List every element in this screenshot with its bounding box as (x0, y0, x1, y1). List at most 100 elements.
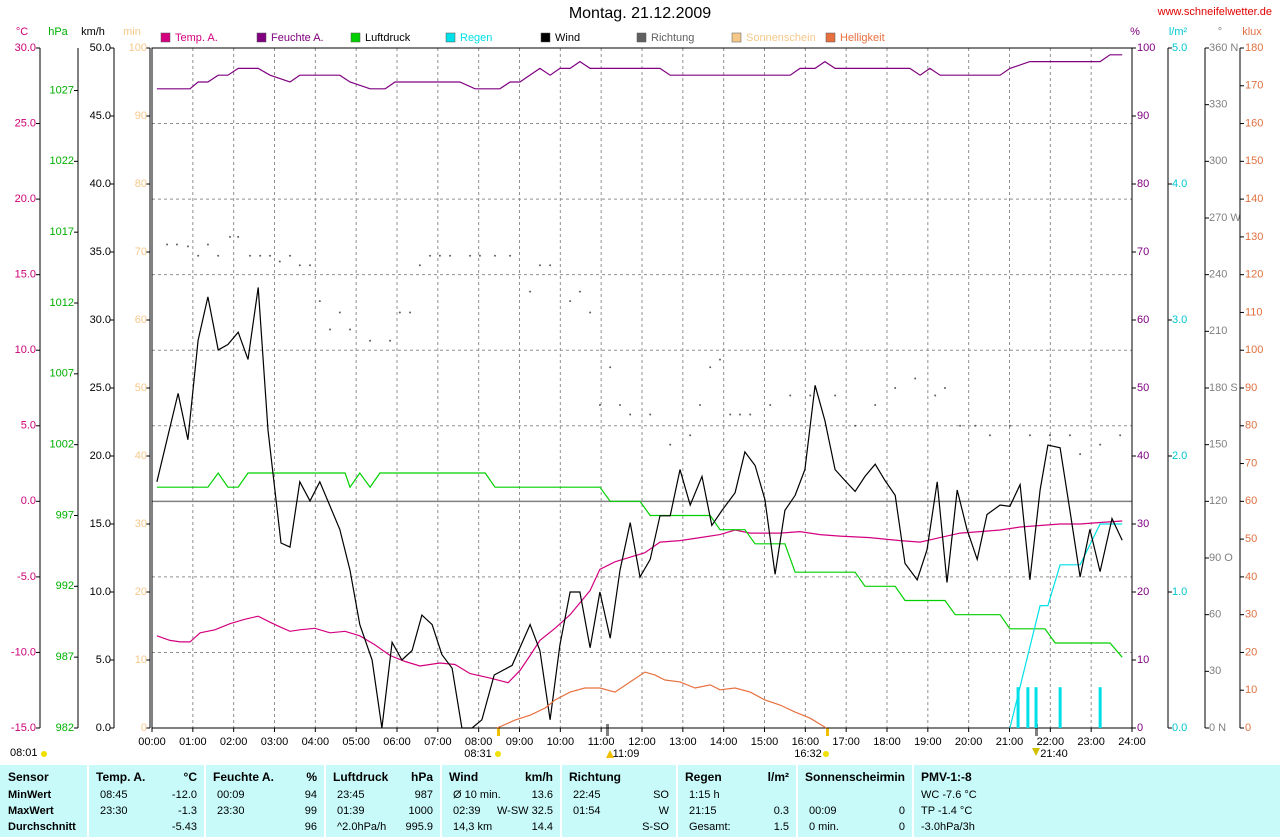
direction-dot (749, 413, 752, 416)
axis-tick-label: 992 (56, 580, 74, 592)
cell-right: W-SW 32.5 (497, 805, 553, 817)
axis-tick-label: 90 (1245, 382, 1257, 394)
axis-tick-label: 0.0 (21, 495, 36, 507)
x-tick-label: 23:00 (1077, 736, 1105, 748)
axis-tick-label: 110 (1245, 306, 1263, 318)
axis-tick-label: 80 (1245, 420, 1257, 432)
direction-dot (249, 254, 251, 257)
axis-tick-label: 30.0 (15, 42, 36, 54)
axis-tick-label: 60 (135, 314, 147, 326)
rain-bar (1016, 687, 1020, 728)
axis-tick-label: 35.0 (90, 246, 111, 258)
cell-left: 00:09 (217, 789, 245, 801)
axis-tick-label: 120 (1209, 495, 1227, 507)
header-name: PMV-1:-8 (921, 770, 972, 784)
cell-left: WC -7.6 °C (921, 789, 977, 801)
axis-tick-label: 1022 (50, 155, 74, 167)
axis-tick-label: 100 (1137, 42, 1155, 54)
axis-tick-label: 20 (1245, 646, 1257, 658)
cell-right: 1000 (409, 805, 433, 817)
x-tick-label: 03:00 (261, 736, 289, 748)
direction-dot (1068, 434, 1071, 437)
direction-dot (943, 387, 946, 389)
direction-dot (349, 328, 352, 331)
direction-dot (854, 424, 857, 427)
row-label: Durchschnitt (8, 821, 76, 833)
cell-left: 0 min. (809, 821, 839, 833)
direction-dot (278, 260, 281, 263)
axis-tick-label: 70 (135, 246, 147, 258)
direction-dot (809, 394, 812, 397)
x-tick-label: 12:00 (628, 736, 656, 748)
axis-tick-label: 987 (56, 651, 74, 663)
axis-tick-label: 10 (135, 654, 147, 666)
direction-dot (509, 254, 512, 257)
axis-tick-label: 0 (141, 722, 147, 734)
axis-tick-label: 15.0 (90, 518, 111, 530)
x-tick-label: 22:00 (1037, 736, 1065, 748)
series-line (496, 671, 827, 729)
sun-event: 11:09 (613, 748, 640, 760)
axis-tick-label: 10 (1137, 654, 1149, 666)
axis-tick-label: 50 (1245, 533, 1257, 545)
direction-dot (1119, 434, 1122, 437)
direction-dot (186, 245, 189, 248)
header-unit: l/m² (768, 770, 789, 784)
axis-tick-label: 50 (135, 382, 147, 394)
x-tick-label: 10:00 (547, 736, 575, 748)
axis-tick-label: 140 (1245, 193, 1263, 205)
axis-tick-label: 20 (135, 586, 147, 598)
legend-label: Wind (555, 32, 580, 44)
cell-right: 0 (899, 821, 905, 833)
rain-bar (1026, 687, 1030, 728)
cell-right: 13.6 (532, 789, 553, 801)
legend-swatch (350, 32, 361, 43)
direction-dot (959, 424, 962, 427)
direction-dot (166, 243, 169, 246)
cell-left: Ø 10 min. (453, 789, 501, 801)
x-tick-label: 06:00 (383, 736, 411, 748)
x-tick-label: 15:00 (751, 736, 779, 748)
x-tick-label: 11:00 (588, 736, 615, 748)
axis-unit: min (123, 26, 141, 38)
x-tick-label: 13:00 (669, 736, 697, 748)
rain-bar (1058, 687, 1062, 728)
direction-dot (578, 290, 581, 293)
axis-tick-label: 80 (1137, 178, 1149, 190)
axis-tick-label: 1007 (50, 368, 74, 380)
axis-unit: ° (1218, 26, 1222, 38)
series-line (156, 287, 1123, 729)
cell-right: W (659, 805, 670, 817)
legend-swatch (636, 32, 647, 43)
direction-dot (398, 311, 401, 314)
direction-dot (1008, 424, 1011, 427)
stats-background (0, 765, 1280, 837)
series-line (1009, 523, 1123, 729)
axis-tick-label: 150 (1209, 439, 1227, 451)
event-marker (497, 728, 500, 736)
axis-tick-label: 10.0 (15, 344, 36, 356)
header-unit: % (306, 770, 317, 784)
legend-swatch (160, 32, 171, 43)
axis-tick-label: 982 (56, 722, 74, 734)
axis-unit: hPa (48, 26, 68, 38)
rain-bar (1098, 687, 1102, 728)
axis-tick-label: 270 W (1209, 212, 1241, 224)
x-tick-label: 02:00 (220, 736, 248, 748)
axis-tick-label: 5.0 (1172, 42, 1187, 54)
direction-dot (298, 264, 301, 267)
axis-tick-label: 45.0 (90, 110, 111, 122)
direction-dot (729, 413, 732, 416)
sun-noon-icon (606, 750, 614, 758)
cell-left: 23:45 (337, 789, 365, 801)
x-tick-label: 00:00 (138, 736, 166, 748)
header-name: Sonnenschein (805, 770, 887, 784)
legend-label: Temp. A. (175, 32, 218, 44)
direction-dot (389, 339, 392, 342)
direction-dot (1028, 434, 1031, 437)
sun-event: 21:40 (1040, 748, 1068, 760)
direction-dot (874, 404, 877, 406)
header-name: Feuchte A. (213, 770, 274, 784)
